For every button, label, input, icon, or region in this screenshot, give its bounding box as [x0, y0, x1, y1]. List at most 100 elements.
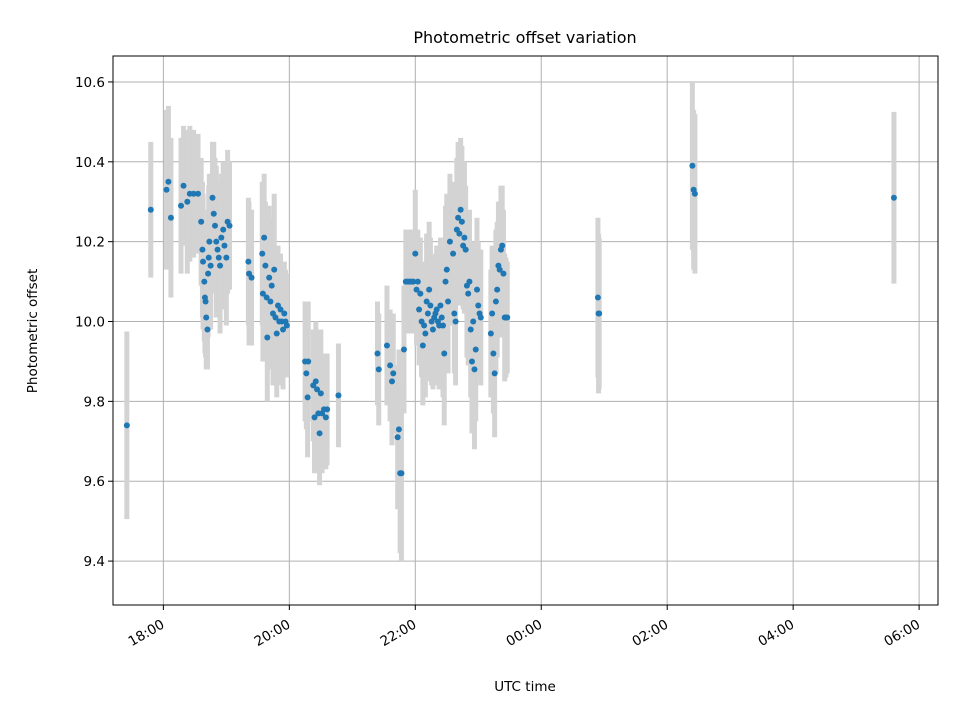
data-point [468, 358, 475, 365]
data-point [221, 242, 228, 249]
data-point [492, 298, 499, 305]
data-point [123, 422, 130, 429]
data-point [499, 242, 506, 249]
data-point [374, 350, 381, 357]
data-point [689, 162, 696, 169]
data-point [199, 246, 206, 253]
data-point [440, 322, 446, 329]
data-point [442, 278, 449, 285]
data-point [324, 406, 331, 413]
data-point [441, 350, 448, 357]
data-point [303, 370, 310, 377]
data-point [304, 394, 311, 401]
data-point [214, 246, 221, 253]
data-point [451, 310, 458, 317]
data-point [248, 274, 255, 281]
data-point [203, 314, 210, 321]
data-point [475, 302, 482, 309]
y-axis-label: Photometric offset [25, 269, 41, 393]
data-point [195, 190, 202, 197]
x-tick-label: 06:00 [881, 617, 923, 650]
data-point [398, 470, 405, 477]
y-tick-label: 9.6 [84, 474, 105, 490]
data-point [205, 270, 212, 277]
x-axis-ticks: 18:00 20:00 22:00 00:00 02:00 04:00 06:00 [126, 605, 923, 650]
data-point [165, 178, 172, 185]
data-point [470, 318, 477, 325]
data-point [218, 234, 225, 241]
data-point [395, 426, 402, 433]
data-point [471, 366, 478, 373]
data-point [266, 274, 273, 281]
data-point [205, 254, 212, 261]
data-point [424, 310, 431, 317]
x-tick-label: 22:00 [378, 617, 420, 650]
data-point [273, 330, 280, 337]
data-point [890, 194, 897, 201]
data-point [163, 186, 170, 193]
y-tick-label: 10.6 [75, 75, 105, 91]
data-point [223, 254, 230, 261]
data-point [496, 266, 503, 273]
data-point [210, 210, 217, 217]
data-point [474, 286, 481, 293]
data-point [472, 346, 479, 353]
data-point [504, 314, 511, 321]
data-point [490, 350, 497, 357]
x-tick-label: 04:00 [755, 617, 797, 650]
x-tick-label: 00:00 [504, 617, 546, 650]
chart-title: Photometric offset variation [413, 28, 636, 47]
data-point [387, 362, 394, 369]
y-tick-label: 10.4 [75, 155, 105, 171]
y-tick-label: 10.0 [75, 315, 105, 331]
data-point [204, 326, 211, 333]
data-point [202, 298, 209, 305]
data-point [477, 314, 484, 321]
data-point [375, 366, 382, 373]
data-point [147, 206, 154, 213]
y-tick-label: 9.8 [84, 394, 105, 410]
data-point [410, 278, 417, 285]
data-point [281, 310, 288, 317]
data-point [458, 218, 465, 225]
data-point [212, 222, 219, 229]
data-point [423, 298, 430, 305]
data-point [201, 278, 208, 285]
data-point [263, 294, 270, 301]
data-point [388, 378, 395, 385]
data-point [184, 198, 191, 205]
data-point [438, 314, 445, 321]
data-point [226, 222, 233, 229]
data-point [452, 318, 459, 325]
data-point [445, 298, 452, 305]
data-point [268, 282, 275, 289]
data-point [455, 214, 462, 221]
data-point [215, 254, 222, 261]
data-point [596, 310, 603, 317]
y-tick-label: 9.4 [84, 554, 105, 570]
data-point [594, 294, 601, 301]
data-point [426, 286, 433, 293]
plot-frame [112, 55, 939, 606]
y-axis-ticks: 9.4 9.6 9.8 10.0 10.2 10.4 10.6 [75, 75, 113, 570]
data-point [305, 358, 312, 365]
data-point [691, 190, 698, 197]
data-point [466, 278, 473, 285]
data-point [422, 330, 429, 337]
data-point [461, 234, 468, 241]
data-point [487, 330, 494, 337]
data-point [178, 202, 185, 209]
data-point [264, 334, 271, 341]
x-tick-label: 18:00 [126, 617, 168, 650]
data-point [277, 306, 284, 313]
data-point [500, 270, 507, 277]
data-point [416, 306, 423, 313]
data-point [462, 246, 469, 253]
data-point [494, 286, 501, 293]
x-tick-label: 20:00 [252, 617, 294, 650]
data-point [446, 238, 453, 245]
x-axis-label: UTC time [494, 679, 556, 695]
data-point [206, 238, 213, 245]
data-point [456, 230, 463, 237]
